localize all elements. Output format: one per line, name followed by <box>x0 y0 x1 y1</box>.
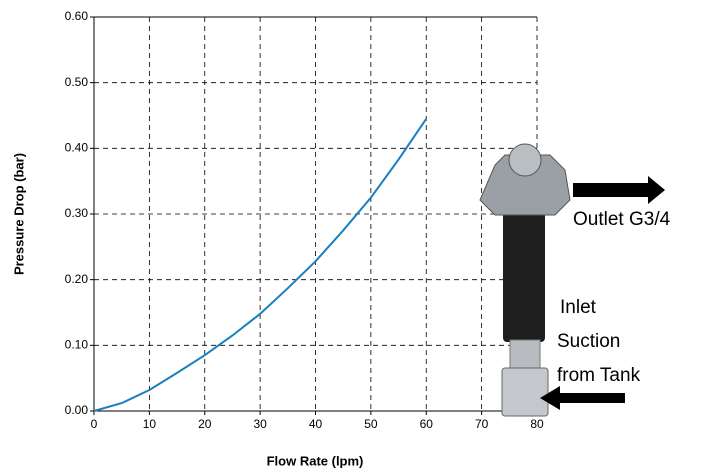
annotation: from Tank <box>557 365 641 386</box>
x-tick-label: 60 <box>420 417 434 431</box>
x-tick-label: 50 <box>364 417 378 431</box>
y-tick-label: 0.10 <box>65 338 89 352</box>
annotation: Suction <box>557 331 620 352</box>
x-tick-label: 30 <box>253 417 267 431</box>
filter-neck <box>509 339 541 371</box>
x-axis-label: Flow Rate (lpm) <box>267 453 364 468</box>
annotation: Inlet <box>560 297 597 318</box>
y-tick-label: 0.20 <box>65 272 89 286</box>
y-tick-label: 0.50 <box>65 75 89 89</box>
x-tick-label: 0 <box>91 417 98 431</box>
x-tick-label: 70 <box>475 417 489 431</box>
filter-base <box>501 367 549 417</box>
inlet-arrow <box>540 386 625 410</box>
annotation: Outlet G3/4 <box>573 209 671 230</box>
y-axis-label: Pressure Drop (bar) <box>11 153 26 275</box>
outlet-arrow <box>573 176 665 204</box>
filter-illustration <box>479 143 665 417</box>
x-tick-label: 40 <box>309 417 323 431</box>
x-tick-label: 80 <box>530 417 544 431</box>
x-tick-label: 10 <box>143 417 157 431</box>
filter-cap <box>508 143 542 177</box>
plot-frame <box>93 16 537 412</box>
line-series <box>93 118 428 412</box>
filter-body <box>503 210 545 342</box>
y-tick-label: 0.30 <box>65 206 89 220</box>
y-tick-label: 0.60 <box>65 9 89 23</box>
filter-head <box>479 154 571 216</box>
y-tick-label: 0.00 <box>65 403 89 417</box>
x-tick-label: 20 <box>198 417 212 431</box>
y-tick-label: 0.40 <box>65 141 89 155</box>
